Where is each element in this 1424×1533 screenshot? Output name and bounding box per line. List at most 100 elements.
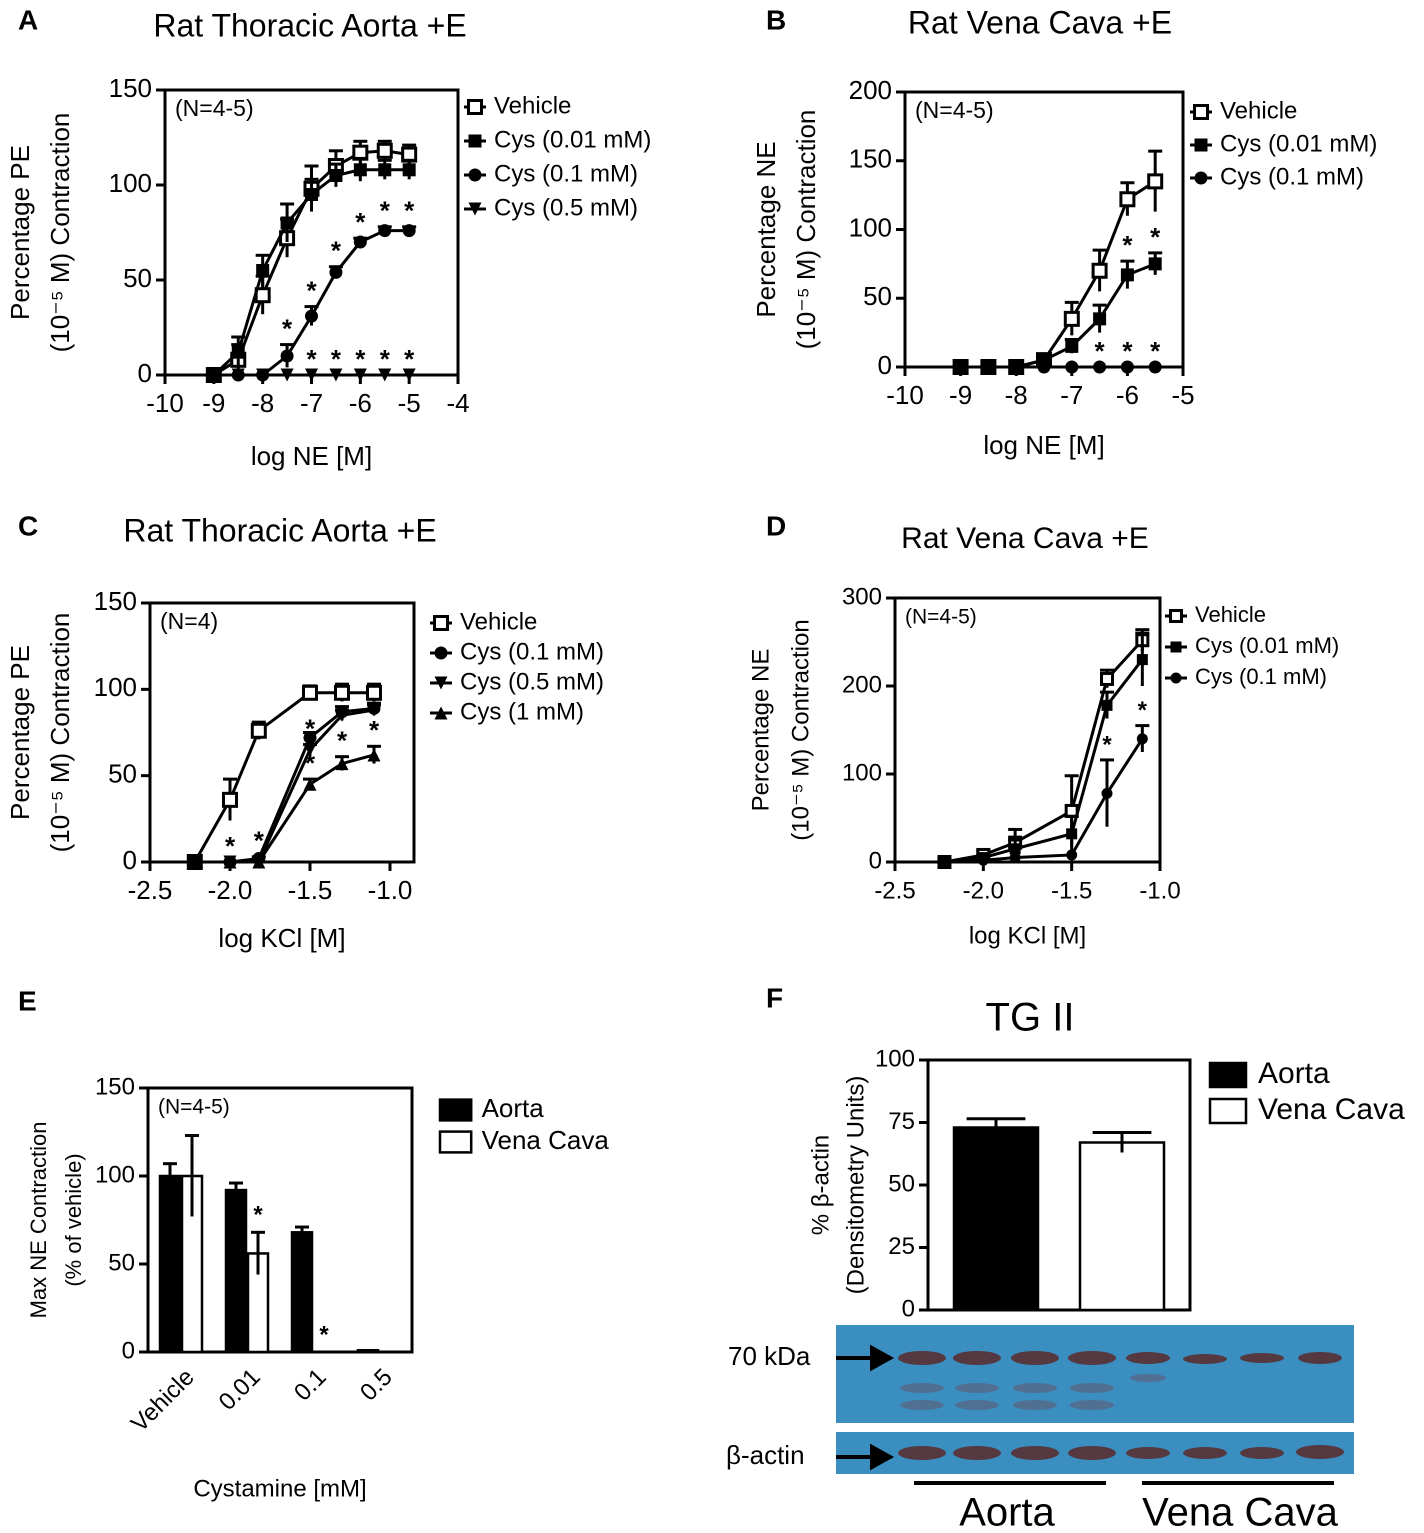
- legend-label: Cys (0.1 mM): [1220, 163, 1364, 190]
- annotation: (N=4): [160, 608, 218, 634]
- x-tick-label: 0.5: [355, 1364, 398, 1407]
- marker: [1066, 849, 1078, 861]
- y-tick-label: 200: [842, 671, 882, 698]
- marker: [231, 368, 245, 382]
- legend-label: Cys (0.01 mM): [494, 126, 651, 153]
- marker: [1091, 262, 1108, 279]
- significance-label: *: [1102, 731, 1112, 758]
- y-tick-label: 0: [902, 1295, 915, 1322]
- marker: [1119, 191, 1136, 208]
- legend-swatch: [1208, 1061, 1248, 1089]
- x-tick-label: -6: [349, 388, 372, 418]
- y-tick-label: 150: [849, 144, 892, 174]
- x-tick-label: -8: [1005, 380, 1028, 410]
- marker: [402, 224, 416, 238]
- marker: [303, 743, 317, 757]
- legend-label: Vehicle: [1195, 602, 1266, 627]
- series-line: [944, 737, 1144, 864]
- panel-letter: D: [766, 510, 786, 541]
- significance-label: *: [305, 748, 316, 778]
- y-tick-label: 150: [94, 586, 137, 616]
- legend-label: Vena Cava: [482, 1125, 610, 1155]
- legend-label: Vena Cava: [1258, 1093, 1405, 1126]
- marker: [468, 168, 482, 182]
- x-tick-label: -9: [202, 388, 225, 418]
- marker: [468, 202, 482, 216]
- marker: [353, 235, 367, 249]
- legend-label: Vehicle: [1220, 97, 1297, 124]
- marker: [378, 368, 392, 382]
- x-tick-label: -9: [949, 380, 972, 410]
- marker: [335, 708, 349, 722]
- marker: [1037, 360, 1051, 374]
- blot-panel: [836, 1325, 1354, 1423]
- legend-label: Cys (0.01 mM): [1195, 633, 1339, 658]
- western-blot: 70 kDa β-actin Aorta Vena Cava: [726, 1325, 1354, 1533]
- marker: [335, 757, 349, 771]
- significance-label: *: [369, 715, 380, 745]
- blot-arrows: [836, 1344, 1334, 1485]
- significance-label: *: [282, 313, 293, 343]
- plot-frame: [146, 1086, 414, 1354]
- y-axis-label: (% of vehicle): [61, 1153, 86, 1286]
- y-tick-label: 0: [869, 847, 882, 874]
- y-tick-label: 100: [95, 1161, 135, 1188]
- y-tick-label: 50: [108, 1249, 135, 1276]
- significance-label: *: [1122, 230, 1133, 260]
- x-tick-label: -5: [1171, 380, 1194, 410]
- marker: [207, 368, 221, 382]
- x-tick-label: -10: [886, 380, 924, 410]
- marker: [1170, 641, 1182, 653]
- y-tick-label: 150: [95, 1073, 135, 1100]
- y-tick-label: 25: [888, 1233, 915, 1260]
- y-tick-label: 50: [888, 1170, 915, 1197]
- y-axis-label: (10⁻⁵ M) Contraction: [45, 113, 75, 353]
- x-tick-label: -4: [446, 388, 469, 418]
- x-tick-label: -2.5: [874, 877, 915, 904]
- x-tick-label: -1.0: [368, 875, 413, 905]
- y-tick-label: 50: [123, 263, 152, 293]
- marker: [305, 309, 318, 323]
- legend-label: Cys (0.5 mM): [494, 194, 638, 221]
- series-line: [194, 753, 375, 864]
- marker: [252, 855, 266, 869]
- marker: [329, 265, 343, 279]
- significance-label: *: [1095, 336, 1106, 366]
- significance-label: *: [337, 726, 348, 756]
- marker: [1100, 671, 1114, 686]
- significance-label: *: [331, 344, 342, 374]
- panel-letter: B: [766, 4, 786, 35]
- x-axis-label: log KCl [M]: [969, 922, 1086, 949]
- chart-title: Rat Vena Cava +E: [901, 522, 1149, 555]
- x-axis-label: log NE [M]: [983, 430, 1104, 460]
- x-axis-label: Cystamine [mM]: [193, 1475, 366, 1502]
- panel-letter: F: [766, 982, 783, 1013]
- marker: [367, 748, 381, 762]
- marker: [280, 216, 294, 230]
- x-tick-label: -7: [1060, 380, 1083, 410]
- legend-label: Cys (1 mM): [460, 698, 584, 725]
- y-axis-label: Percentage PE: [5, 145, 35, 320]
- marker: [981, 360, 995, 374]
- y-tick-label: 100: [94, 672, 137, 702]
- x-axis-label: log KCl [M]: [218, 923, 345, 953]
- bar: [224, 1188, 248, 1354]
- y-tick-label: 150: [109, 73, 152, 103]
- marker: [280, 368, 294, 382]
- marker: [366, 684, 382, 701]
- y-axis-label: Max NE Contraction: [26, 1122, 51, 1319]
- series-line: [944, 658, 1144, 864]
- panel-letter: A: [18, 4, 38, 35]
- panel-letter: C: [18, 510, 38, 541]
- panel: A Rat Thoracic Aorta +E (N=4-5) Percentage …: [5, 4, 651, 470]
- significance-label: *: [225, 831, 236, 861]
- significance-label: *: [1150, 222, 1161, 252]
- y-axis-label: (10⁻⁵ M) Contraction: [45, 613, 75, 853]
- marker: [303, 777, 317, 791]
- y-axis-label: % β-actin: [807, 1135, 834, 1236]
- marker: [280, 349, 294, 363]
- legend-label: Aorta: [482, 1093, 545, 1123]
- legend-label: Aorta: [1258, 1057, 1330, 1090]
- marker: [1093, 360, 1107, 374]
- annotation: (N=4-5): [905, 606, 977, 629]
